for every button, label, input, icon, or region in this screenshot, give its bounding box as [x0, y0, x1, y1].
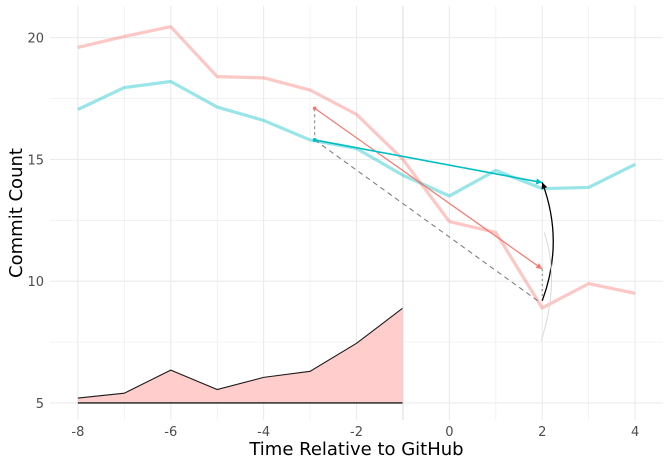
- major-gridlines: [50, 6, 663, 420]
- x-tick-label: 4: [631, 425, 639, 440]
- pink-trend-arrowhead: [535, 263, 543, 270]
- x-tick-label: -6: [164, 425, 177, 440]
- x-tick-labels: -8 -6 -4 -2 0 2 4: [71, 425, 639, 440]
- area-layer: [77, 6, 404, 420]
- y-axis-title: Commit Count: [6, 148, 27, 278]
- curved-arrow-line: [541, 182, 554, 301]
- x-tick-label: 2: [538, 425, 546, 440]
- dashed-projection-line: [314, 139, 538, 302]
- y-tick-label: 10: [27, 275, 44, 290]
- x-tick-label: -4: [257, 425, 270, 440]
- area-line: [77, 307, 404, 399]
- y-tick-label: 5: [36, 397, 44, 412]
- pink-trend-line: [314, 107, 543, 270]
- y-tick-label: 15: [27, 153, 44, 168]
- x-tick-label: 0: [445, 425, 453, 440]
- annotation-layer: [312, 106, 554, 341]
- y-tick-label: 20: [27, 32, 44, 47]
- x-tick-label: -2: [350, 425, 363, 440]
- x-tick-label: -8: [71, 425, 84, 440]
- faint-curve-line: [540, 232, 553, 341]
- y-tick-labels: 5 10 15 20: [27, 32, 44, 412]
- pink-trend-start-point: [312, 106, 317, 111]
- x-axis-title: Time Relative to GitHub: [248, 439, 463, 459]
- series-line-0: [77, 25, 636, 310]
- area-fill: [77, 307, 403, 403]
- cyan-trend-line: [314, 139, 543, 184]
- cyan-trend-start-point: [312, 137, 317, 142]
- cyan-trend-arrowhead: [535, 178, 543, 185]
- curved-arrow-head: [541, 182, 548, 190]
